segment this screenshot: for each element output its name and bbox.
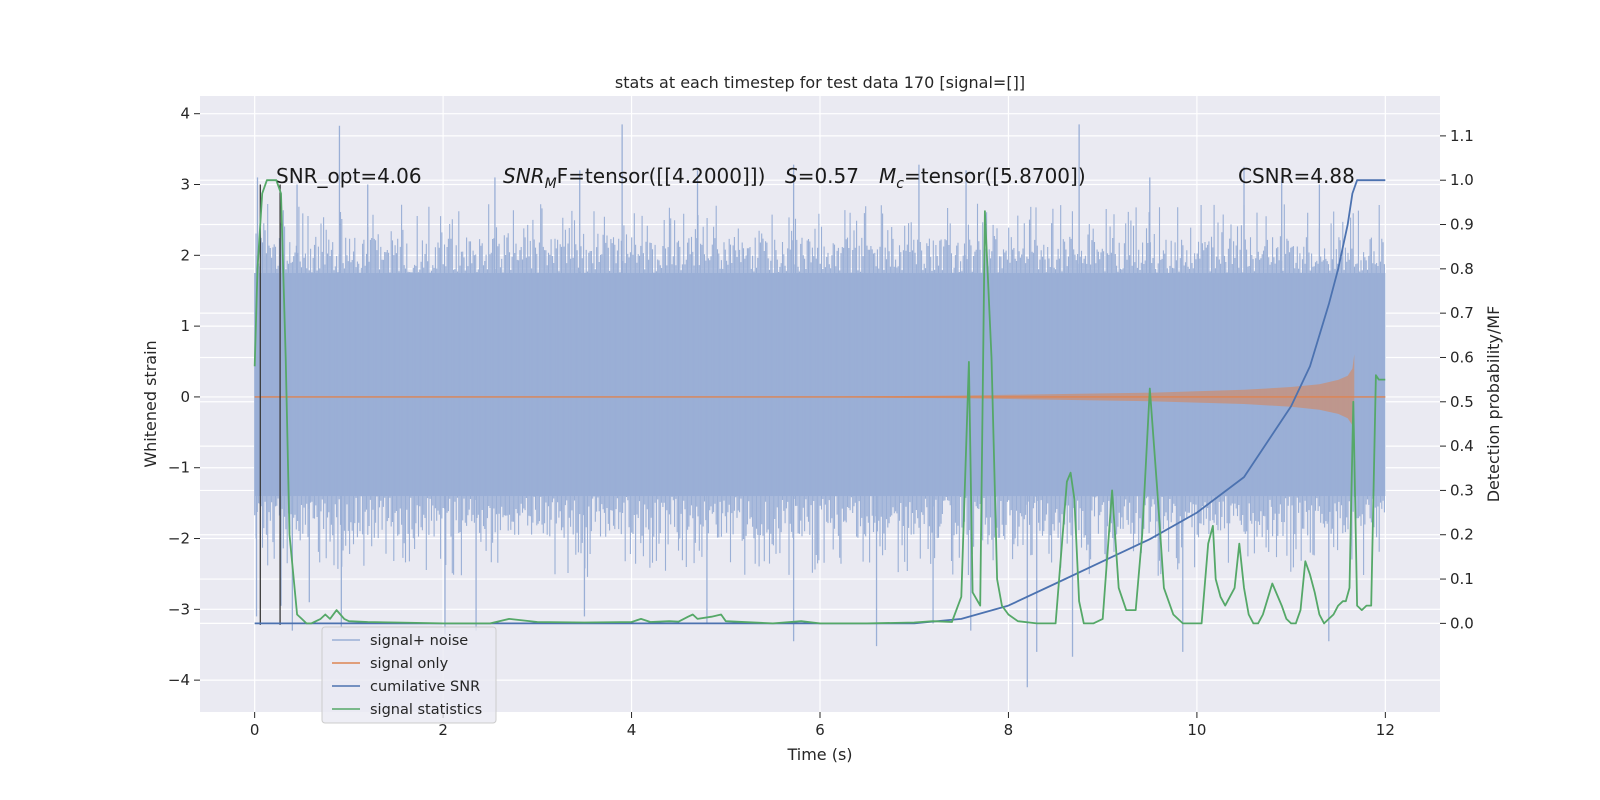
legend-label-signal-noise: signal+ noise (370, 633, 468, 649)
annotation-snr-mf-value: F=tensor([[4.2000]]) (557, 164, 766, 188)
signal-statistics-series (253, 179, 1386, 625)
signal-noise-series (254, 124, 1386, 688)
y-left-tick-label-5: 1 (180, 317, 190, 335)
annotation-s-symbol: S (785, 164, 798, 188)
y-axis-right-ticks: 0.0 0.1 0.2 0.3 0.4 0.5 0.6 0.7 0.8 0.9 1.0 1.1 (1440, 127, 1474, 632)
annotation-snr-mf-symbol: SNR (503, 164, 545, 188)
cumulative-snr-series (254, 179, 1386, 625)
annotation-snr-mf: SNRMF=tensor([[4.2000]]) (503, 164, 765, 192)
annotation-s-value: =0.57 (798, 164, 859, 188)
cumulative-snr-line (254, 179, 1386, 625)
y-left-tick-label-3: −1 (168, 459, 190, 477)
x-tick-label-5: 10 (1187, 721, 1206, 739)
x-tick-label-0: 0 (250, 721, 260, 739)
legend-label-signal-statistics: signal statistics (370, 702, 482, 718)
chart-title: stats at each timestep for test data 170… (615, 73, 1025, 92)
y-left-tick-label-8: 4 (180, 105, 190, 123)
x-axis-label: Time (s) (786, 745, 852, 764)
annotation-mc: Mc=tensor([5.8700]) (879, 164, 1086, 192)
legend-frame (321, 626, 497, 724)
annotation-mc-value: =tensor([5.8700]) (904, 164, 1086, 188)
annotation-mc-symbol: M (879, 164, 896, 188)
y-right-tick-label-3: 0.3 (1450, 481, 1474, 499)
legend-label-signal-only: signal only (370, 656, 449, 672)
y-axis-left-label: Whitened strain (141, 340, 160, 467)
x-tick-label-4: 8 (1004, 721, 1014, 739)
y-left-tick-label-6: 2 (180, 246, 190, 264)
annotation-s: S=0.57 (785, 164, 859, 188)
signal-only-series (254, 354, 1386, 440)
y-left-tick-label-0: −4 (168, 671, 190, 689)
y-left-tick-label-4: 0 (180, 388, 190, 406)
annotation-mc-subscript: c (896, 176, 904, 192)
y-right-tick-label-9: 0.9 (1450, 216, 1474, 234)
legend-label-cumulative-snr: cumilative SNR (370, 679, 480, 695)
x-tick-label-1: 2 (438, 721, 448, 739)
x-axis-ticks: 0 2 4 6 8 10 12 (250, 712, 1395, 739)
annotation-csnr: CSNR=4.88 (1238, 164, 1355, 188)
y-left-tick-label-2: −2 (168, 530, 190, 548)
annotation-snr-mf-subscript: M (545, 176, 557, 192)
marker-lines (259, 184, 281, 625)
y-left-tick-label-1: −3 (168, 600, 190, 618)
y-right-tick-label-2: 0.2 (1450, 526, 1474, 544)
y-right-tick-label-4: 0.4 (1450, 437, 1474, 455)
y-axis-left-ticks: −4 −3 −2 −1 0 1 2 3 4 (168, 105, 200, 689)
y-right-tick-label-11: 1.1 (1450, 127, 1474, 145)
y-right-tick-label-0: 0.0 (1450, 614, 1474, 632)
y-right-tick-label-8: 0.8 (1450, 260, 1474, 278)
y-right-tick-label-10: 1.0 (1450, 171, 1474, 189)
y-axis-right-label: Detection probability/MF (1484, 306, 1503, 503)
y-right-tick-label-1: 0.1 (1450, 570, 1474, 588)
annotation-snr-opt: SNR_opt=4.06 (276, 164, 422, 188)
y-right-tick-label-7: 0.7 (1450, 304, 1474, 322)
y-right-tick-label-6: 0.6 (1450, 348, 1474, 366)
x-tick-label-6: 12 (1376, 721, 1395, 739)
x-tick-label-2: 4 (627, 721, 637, 739)
y-right-tick-label-5: 0.5 (1450, 393, 1474, 411)
x-tick-label-3: 6 (815, 721, 825, 739)
y-left-tick-label-7: 3 (180, 176, 190, 194)
legend: signal+ noise signal only cumilative SNR… (321, 626, 497, 724)
signal-statistics-line (253, 179, 1386, 625)
